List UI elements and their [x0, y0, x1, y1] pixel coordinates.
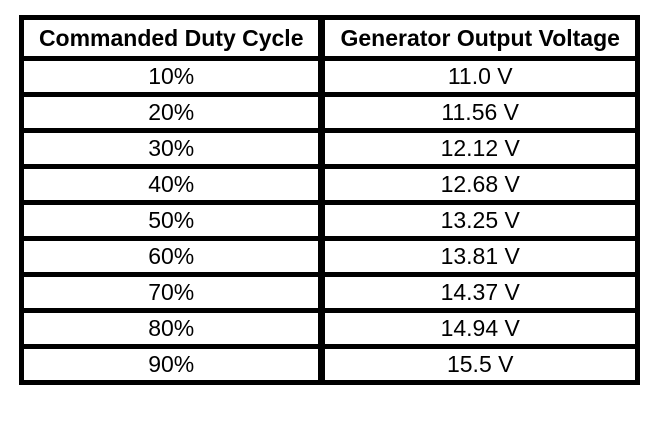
- duty-cycle-cell: 90%: [18, 344, 326, 385]
- voltage-cell: 14.37 V: [319, 272, 640, 313]
- voltage-cell: 14.94 V: [319, 308, 640, 349]
- table-row: 60% 13.81 V: [18, 236, 640, 277]
- duty-cycle-cell: 60%: [18, 236, 326, 277]
- table-row: 40% 12.68 V: [18, 164, 640, 205]
- voltage-cell: 11.56 V: [319, 92, 640, 133]
- duty-cycle-voltage-table: Commanded Duty Cycle Generator Output Vo…: [18, 15, 640, 385]
- voltage-cell: 12.12 V: [319, 128, 640, 169]
- duty-cycle-cell: 70%: [18, 272, 326, 313]
- table-row: 80% 14.94 V: [18, 308, 640, 349]
- header-row: Commanded Duty Cycle Generator Output Vo…: [18, 15, 640, 61]
- table-row: 20% 11.56 V: [18, 92, 640, 133]
- voltage-cell: 12.68 V: [319, 164, 640, 205]
- voltage-header: Generator Output Voltage: [319, 15, 640, 61]
- duty-cycle-header: Commanded Duty Cycle: [18, 15, 326, 61]
- table-row: 50% 13.25 V: [18, 200, 640, 241]
- duty-cycle-cell: 10%: [18, 56, 326, 97]
- voltage-cell: 11.0 V: [319, 56, 640, 97]
- voltage-cell: 13.81 V: [319, 236, 640, 277]
- table-row: 90% 15.5 V: [18, 344, 640, 385]
- voltage-cell: 15.5 V: [319, 344, 640, 385]
- table-row: 70% 14.37 V: [18, 272, 640, 313]
- duty-cycle-cell: 50%: [18, 200, 326, 241]
- duty-cycle-cell: 20%: [18, 92, 326, 133]
- duty-cycle-cell: 30%: [18, 128, 326, 169]
- duty-cycle-cell: 80%: [18, 308, 326, 349]
- duty-cycle-cell: 40%: [18, 164, 326, 205]
- table-row: 30% 12.12 V: [18, 128, 640, 169]
- voltage-cell: 13.25 V: [319, 200, 640, 241]
- table-row: 10% 11.0 V: [18, 56, 640, 97]
